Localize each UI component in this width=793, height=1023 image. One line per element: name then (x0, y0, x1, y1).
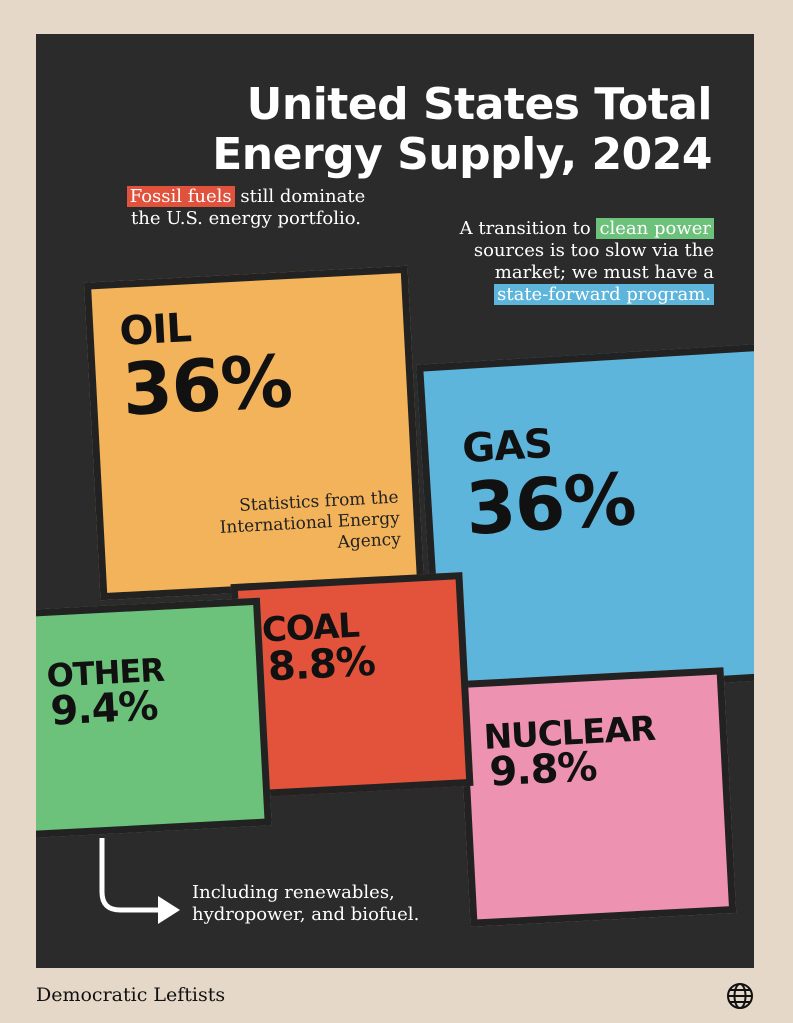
source-note: Statistics from the International Energy… (178, 488, 401, 562)
transition-note-line-2: sources is too slow via the (473, 240, 714, 261)
coal-value: 8.8% (266, 638, 376, 691)
fossil-note-text-1: still dominate (234, 186, 366, 207)
fossil-fuels-note: Fossil fuels still dominate the U.S. ene… (96, 186, 396, 230)
nuclear-tile: NUCLEAR 9.8% (457, 667, 737, 927)
other-note: Including renewables, hydropower, and bi… (192, 882, 419, 926)
brand-name: Democratic Leftists (36, 984, 226, 1006)
fossil-fuels-highlight: Fossil fuels (126, 186, 235, 207)
other-note-line-2: hydropower, and biofuel. (192, 904, 420, 925)
fossil-note-text-2: the U.S. energy portfolio. (131, 208, 361, 229)
other-note-line-1: Including renewables, (192, 882, 395, 903)
chart-title: United States Total Energy Supply, 2024 (152, 80, 712, 180)
other-tile: OTHER 9.4% (36, 597, 272, 839)
title-line-2: Energy Supply, 2024 (212, 129, 712, 180)
other-value: 9.4% (49, 683, 159, 735)
transition-note: A transition to clean power sources is t… (374, 218, 714, 306)
clean-power-highlight: clean power (596, 218, 714, 239)
gas-value: 36% (463, 456, 638, 552)
globe-icon (727, 983, 753, 1009)
title-line-1: United States Total (246, 79, 713, 130)
arrow-icon (99, 838, 180, 924)
state-forward-highlight: state-forward program. (494, 284, 714, 305)
source-line-3: Agency (337, 529, 402, 553)
gas-tile: GAS 36% (416, 343, 754, 701)
poster-panel: United States Total Energy Supply, 2024 … (36, 34, 754, 968)
transition-note-line-3: market; we must have a (494, 262, 714, 283)
oil-value: 36% (120, 339, 294, 432)
nuclear-value: 9.8% (488, 744, 598, 796)
transition-note-pre: A transition to (459, 218, 597, 239)
oil-tile: OIL 36% Statistics from the Internationa… (83, 265, 425, 601)
